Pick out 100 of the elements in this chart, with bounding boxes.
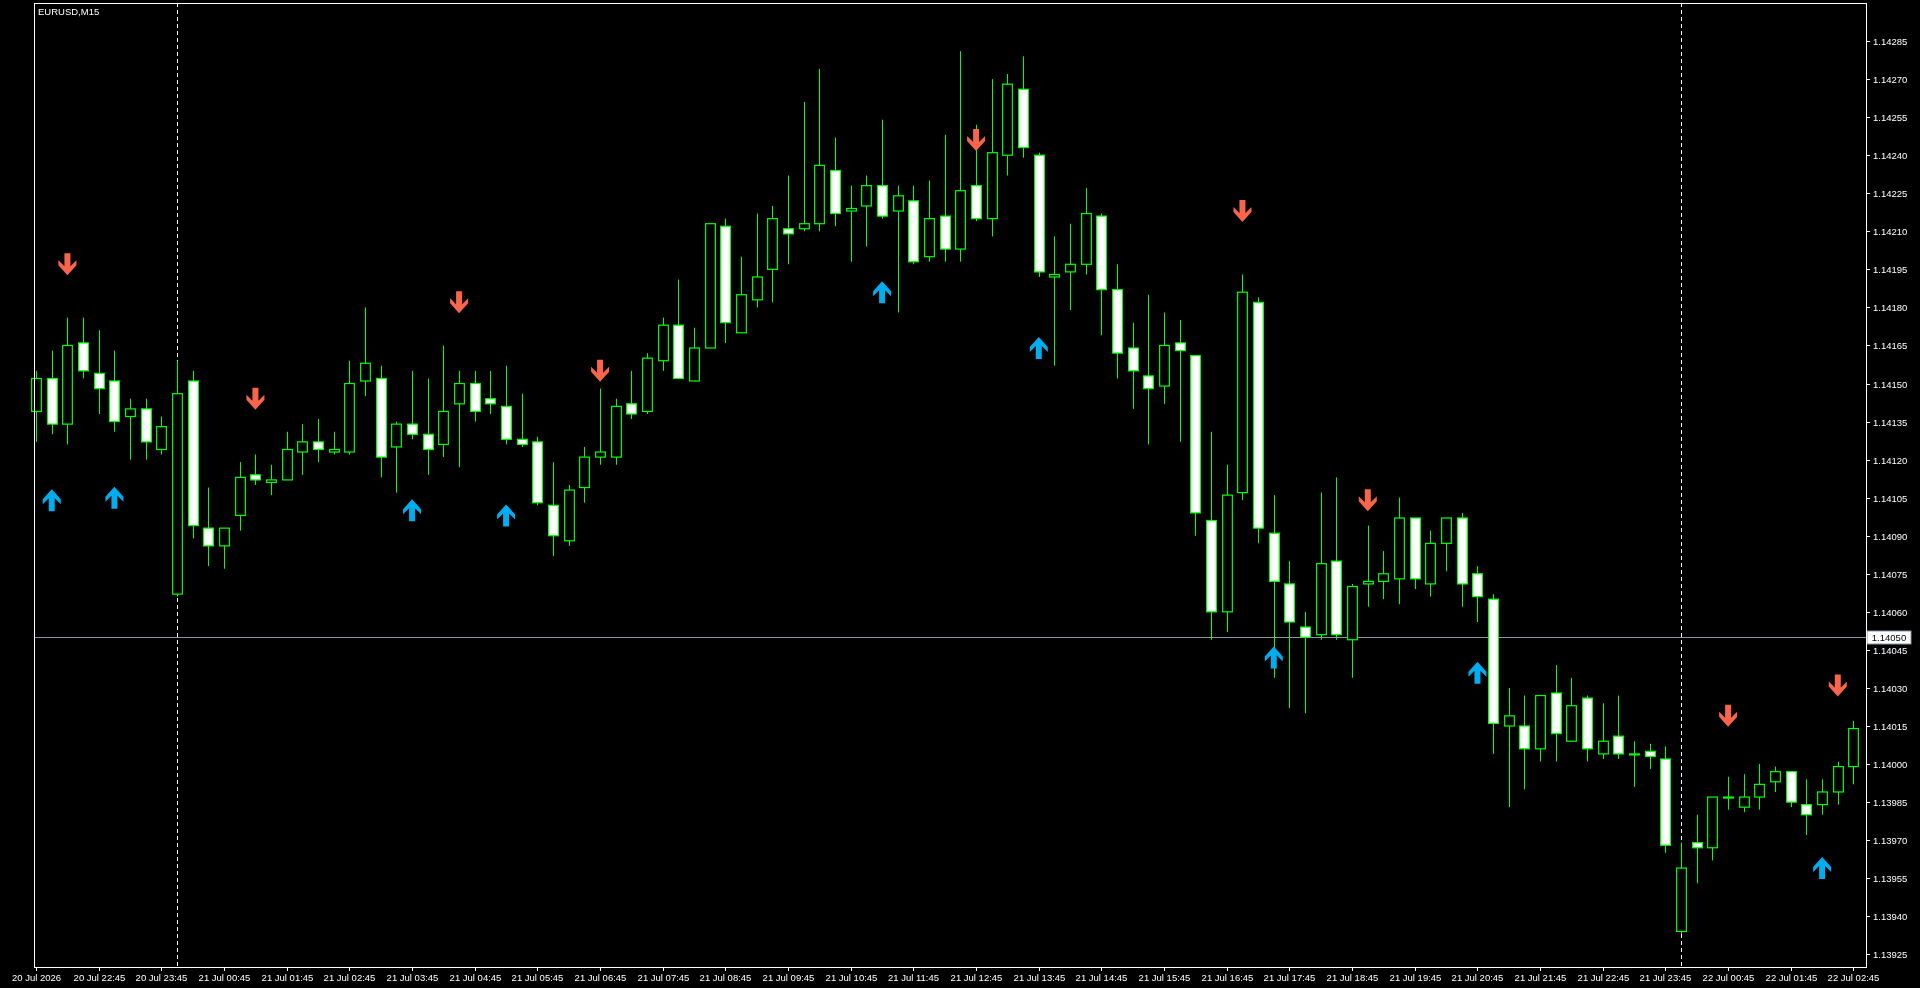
y-tick-label: 1.14045	[1873, 645, 1908, 656]
chart-title: EURUSD,M15	[38, 6, 100, 17]
candlestick	[1692, 814, 1703, 884]
candlestick	[1175, 319, 1186, 443]
x-tick-label: 22 Jul 02:45	[1827, 972, 1880, 983]
x-tick-label: 21 Jul 00:45	[198, 972, 251, 983]
candlestick	[313, 418, 324, 463]
y-tick-label: 1.14120	[1873, 455, 1908, 466]
y-tick-label: 1.14240	[1873, 150, 1908, 161]
candlestick	[1801, 778, 1812, 836]
candlestick	[861, 175, 872, 248]
point	[1233, 200, 1252, 223]
x-tick-label: 21 Jul 16:45	[1201, 972, 1254, 983]
x-tick-label: 21 Jul 13:45	[1013, 972, 1066, 983]
candlestick	[1645, 743, 1656, 770]
candlestick	[407, 370, 418, 440]
y-tick-label: 1.14180	[1873, 302, 1908, 313]
candlestick	[1598, 702, 1609, 760]
x-tick-label: 22 Jul 01:45	[1765, 972, 1818, 983]
candlestick	[1143, 294, 1154, 445]
candlestick	[391, 421, 402, 494]
y-tick-label: 1.13940	[1873, 911, 1908, 922]
point	[246, 387, 265, 410]
candlestick	[1613, 695, 1624, 760]
point	[1358, 489, 1377, 512]
candlestick	[1472, 565, 1483, 623]
y-tick-label: 1.13970	[1873, 835, 1908, 846]
candlestick	[1519, 695, 1530, 790]
y-tick-label: 1.14210	[1873, 226, 1908, 237]
x-tick-label: 21 Jul 19:45	[1389, 972, 1442, 983]
y-tick-label: 1.14090	[1873, 531, 1908, 542]
x-tick-label: 21 Jul 18:45	[1326, 972, 1379, 983]
x-tick-label: 20 Jul 23:45	[135, 972, 188, 983]
candlestick	[1049, 235, 1060, 367]
candlestick	[360, 306, 371, 397]
candlestick	[626, 370, 637, 420]
point	[591, 359, 610, 382]
candlestick	[1128, 322, 1139, 410]
point	[105, 486, 124, 509]
y-tick-label: 1.14015	[1873, 721, 1908, 732]
candlestick	[1065, 223, 1076, 311]
candlestick	[893, 185, 904, 313]
x-tick-label: 21 Jul 07:45	[637, 972, 690, 983]
x-tick-label: 21 Jul 11:45	[887, 972, 940, 983]
y-tick-label: 1.14060	[1873, 607, 1908, 618]
x-tick-label: 21 Jul 04:45	[449, 972, 502, 983]
y-tick-label: 1.13985	[1873, 797, 1908, 808]
candlestick	[94, 329, 105, 415]
point	[967, 128, 986, 151]
candlestick	[1363, 525, 1374, 608]
x-tick-label: 20 Jul 2026	[11, 972, 62, 983]
y-tick-label: 1.14165	[1873, 340, 1908, 351]
candlestick	[799, 101, 810, 232]
candlestick	[1300, 611, 1311, 714]
point	[1468, 661, 1487, 684]
x-tick-label: 21 Jul 14:45	[1075, 972, 1128, 983]
x-tick-label: 21 Jul 10:45	[825, 972, 878, 983]
point	[497, 504, 516, 527]
x-tick-label: 21 Jul 08:45	[699, 972, 752, 983]
candlestick	[1754, 763, 1765, 811]
point	[1828, 674, 1847, 697]
x-tick-label: 21 Jul 22:45	[1577, 972, 1630, 983]
x-tick-label: 21 Jul 12:45	[950, 972, 1003, 983]
candlestick	[266, 464, 277, 496]
candlestick	[423, 377, 434, 476]
candlestick	[783, 175, 794, 265]
candlestick	[454, 370, 465, 468]
point	[58, 253, 77, 276]
y-tick-label: 1.14255	[1873, 112, 1908, 123]
x-tick-label: 21 Jul 20:45	[1451, 972, 1504, 983]
y-tick-label: 1.14135	[1873, 417, 1908, 428]
candlestick	[517, 393, 528, 448]
candlestick	[1504, 687, 1515, 808]
ref-line-label: 1.14050	[1871, 632, 1907, 643]
candlestick	[297, 423, 308, 476]
candlestick	[595, 388, 606, 466]
x-tick-label: 21 Jul 05:45	[511, 972, 564, 983]
point	[403, 499, 422, 522]
x-tick-label: 21 Jul 03:45	[386, 972, 439, 983]
x-tick-label: 21 Jul 06:45	[574, 972, 627, 983]
candlestick	[156, 416, 167, 456]
y-tick-label: 1.14285	[1873, 36, 1908, 47]
y-tick-label: 1.14150	[1873, 379, 1908, 390]
candlestick	[250, 454, 261, 486]
x-tick-label: 22 Jul 00:45	[1702, 972, 1755, 983]
y-tick-label: 1.13925	[1873, 949, 1908, 960]
point	[1029, 337, 1048, 360]
point	[42, 489, 61, 512]
x-tick-label: 21 Jul 01:45	[261, 972, 314, 983]
candlestick	[1817, 778, 1828, 816]
y-tick-label: 1.14105	[1873, 493, 1908, 504]
point	[450, 291, 469, 314]
point	[1719, 704, 1738, 727]
x-tick-label: 21 Jul 23:45	[1639, 972, 1692, 983]
x-tick-label: 21 Jul 15:45	[1138, 972, 1191, 983]
y-tick-label: 1.14000	[1873, 759, 1908, 770]
y-tick-label: 1.14075	[1873, 569, 1908, 580]
candlestick	[329, 431, 340, 456]
point	[873, 281, 892, 304]
y-tick-label: 1.14225	[1873, 188, 1908, 199]
